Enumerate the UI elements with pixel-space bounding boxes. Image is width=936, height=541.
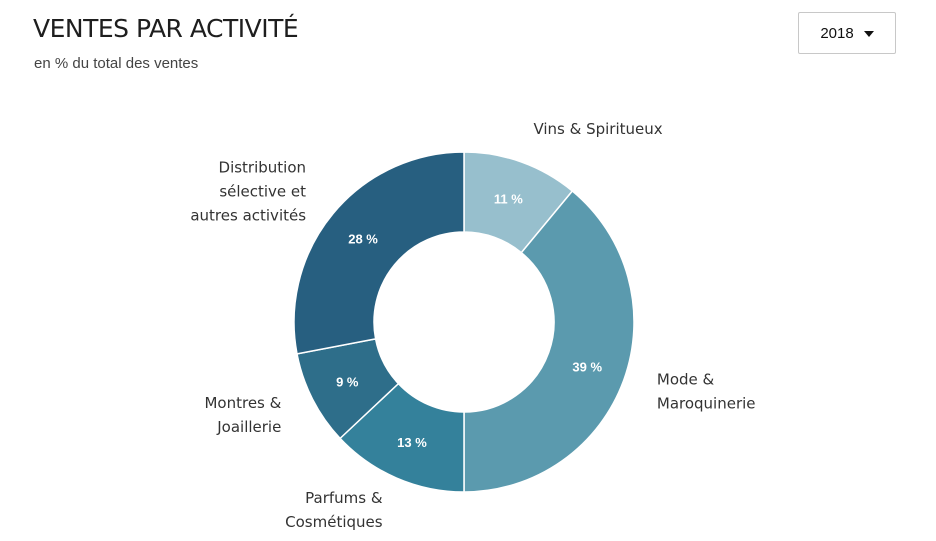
chart-title: VENTES PAR ACTIVITÉ [33, 14, 299, 43]
category-label-montres-joaillerie: Montres & Joaillerie [204, 394, 281, 436]
caret-down-icon [863, 30, 874, 37]
year-select[interactable]: 2018 [798, 12, 896, 54]
slice-distribution-selective-et-autres-activites[interactable] [293, 151, 465, 355]
category-label-mode-maroquinerie: Mode & Maroquinerie [657, 370, 756, 412]
value-label-distribution-selective-et-autres-activites: 28 % [348, 231, 378, 246]
value-label-vins-spiritueux: 11 % [494, 192, 523, 207]
category-label-vins-spiritueux: Vins & Spiritueux [533, 120, 662, 138]
slice-mode-maroquinerie[interactable] [463, 189, 635, 493]
value-label-parfums-cosmetiques: 13 % [397, 435, 427, 450]
category-label-distribution-selective-et-autres-activites: Distribution sélective et autres activités [190, 158, 306, 224]
category-label-parfums-cosmetiques: Parfums & Cosmétiques [285, 489, 383, 531]
value-label-mode-maroquinerie: 39 % [572, 359, 602, 374]
value-label-montres-joaillerie: 9 % [336, 374, 359, 389]
year-select-value: 2018 [820, 24, 854, 42]
chart-subtitle: en % du total des ventes [34, 55, 199, 72]
